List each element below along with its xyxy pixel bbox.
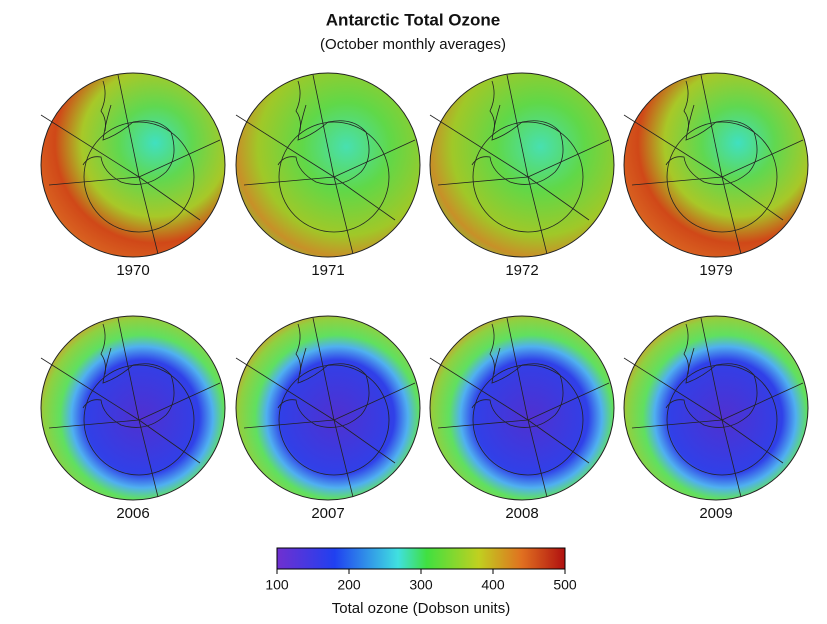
meridian	[623, 114, 723, 178]
globe-disc	[623, 72, 809, 258]
meridian	[40, 357, 140, 421]
coastline	[82, 347, 175, 428]
meridian	[48, 176, 140, 186]
meridian	[48, 419, 140, 429]
meridian	[631, 176, 723, 186]
coastline	[683, 323, 689, 375]
coastline	[295, 80, 301, 132]
coastline	[471, 104, 564, 185]
meridian	[333, 176, 354, 255]
title: Antarctic Total Ozone	[326, 10, 500, 29]
globe-disc	[235, 72, 421, 258]
meridian	[138, 419, 201, 464]
globe	[40, 315, 226, 501]
latitude-circle	[666, 364, 778, 476]
meridian	[527, 176, 548, 255]
colorbar	[276, 547, 566, 570]
coastline	[100, 323, 106, 375]
meridian	[527, 419, 548, 498]
meridian	[138, 176, 159, 255]
meridian	[333, 176, 396, 221]
meridian	[333, 419, 396, 464]
colorbar-label: Total ozone (Dobson units)	[332, 600, 510, 617]
meridian	[527, 382, 610, 421]
coastline	[100, 80, 106, 132]
meridian	[138, 382, 221, 421]
meridian	[333, 382, 416, 421]
meridian	[40, 114, 140, 178]
meridian	[623, 357, 723, 421]
latitude-circle	[278, 121, 390, 233]
coastline	[82, 104, 175, 185]
globe-disc	[429, 315, 615, 501]
meridian	[527, 176, 590, 221]
meridian	[235, 114, 335, 178]
meridian	[138, 139, 221, 178]
latitude-circle	[472, 364, 584, 476]
subtitle: (October monthly averages)	[320, 36, 506, 53]
tick-label: 500	[553, 577, 577, 593]
meridian	[429, 114, 529, 178]
coastline	[295, 323, 301, 375]
globe	[429, 315, 615, 501]
globe-disc	[623, 315, 809, 501]
meridian	[721, 176, 784, 221]
year-label: 2009	[699, 505, 732, 522]
meridian	[721, 382, 804, 421]
globe	[623, 72, 809, 258]
year-label: 1970	[116, 262, 149, 279]
meridian	[437, 176, 529, 186]
globe-disc	[40, 72, 226, 258]
meridian	[333, 139, 416, 178]
globe	[429, 72, 615, 258]
meridian	[721, 176, 742, 255]
meridian	[721, 419, 742, 498]
meridian	[437, 419, 529, 429]
year-label: 1971	[311, 262, 344, 279]
coastline	[665, 104, 758, 185]
meridian	[243, 419, 335, 429]
meridian	[235, 357, 335, 421]
coastline	[277, 104, 370, 185]
coastline	[489, 80, 495, 132]
meridian	[333, 419, 354, 498]
globe-disc	[235, 315, 421, 501]
latitude-circle	[83, 364, 195, 476]
tick-label: 100	[265, 577, 289, 593]
tick-label: 300	[409, 577, 433, 593]
globe	[623, 315, 809, 501]
tick-label: 200	[337, 577, 361, 593]
latitude-circle	[278, 364, 390, 476]
meridian	[721, 139, 804, 178]
tick-label: 400	[481, 577, 505, 593]
coastline	[683, 80, 689, 132]
coastline	[471, 347, 564, 428]
globe	[235, 315, 421, 501]
year-label: 1979	[699, 262, 732, 279]
globe	[235, 72, 421, 258]
globe-disc	[40, 315, 226, 501]
latitude-circle	[83, 121, 195, 233]
coastline	[665, 347, 758, 428]
year-label: 1972	[505, 262, 538, 279]
meridian	[138, 176, 201, 221]
meridian	[631, 419, 723, 429]
meridian	[721, 419, 784, 464]
meridian	[243, 176, 335, 186]
globe	[40, 72, 226, 258]
latitude-circle	[472, 121, 584, 233]
latitude-circle	[666, 121, 778, 233]
year-label: 2008	[505, 505, 538, 522]
coastline	[489, 323, 495, 375]
globe-disc	[429, 72, 615, 258]
meridian	[429, 357, 529, 421]
meridian	[527, 419, 590, 464]
meridian	[527, 139, 610, 178]
year-label: 2007	[311, 505, 344, 522]
year-label: 2006	[116, 505, 149, 522]
coastline	[277, 347, 370, 428]
meridian	[138, 419, 159, 498]
